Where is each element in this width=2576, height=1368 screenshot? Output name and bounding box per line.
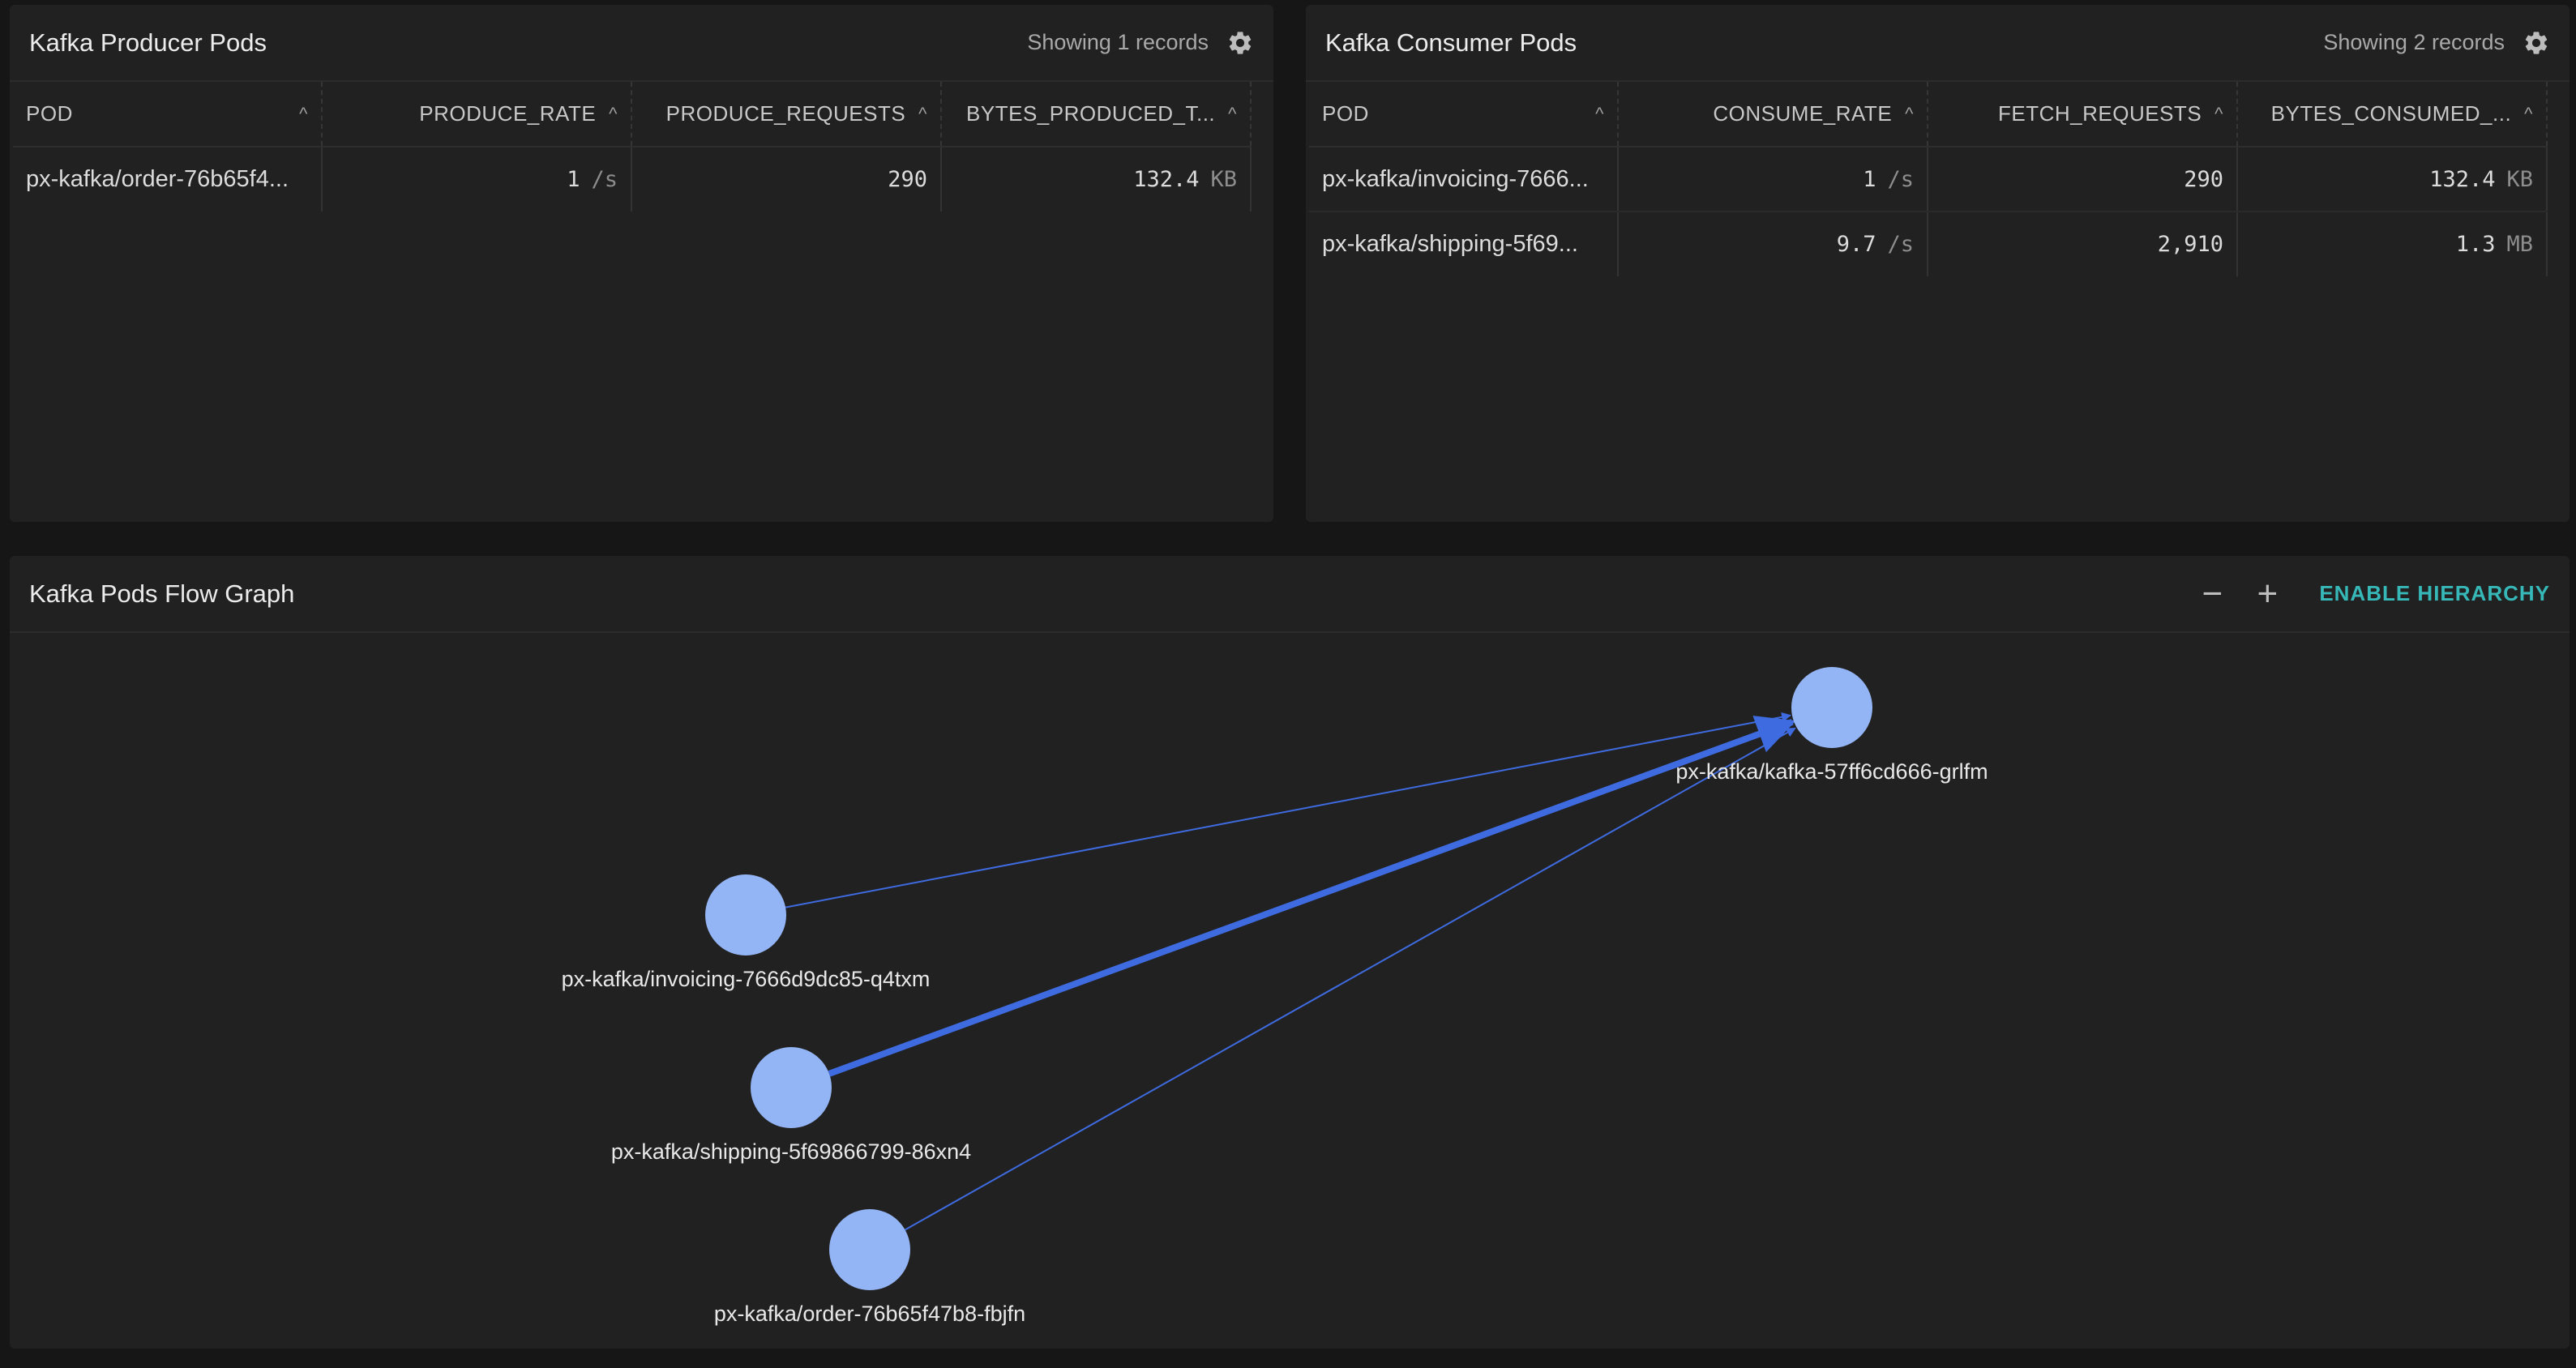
- column-header-bytes-produced[interactable]: BYTES_PRODUCED_T... ^: [941, 82, 1252, 147]
- node-circle[interactable]: [705, 874, 786, 955]
- producer-table: POD ^ PRODUCE_RATE ^ PRODUCE_REQUESTS ^ BYT…: [13, 82, 1252, 212]
- column-header-bytes-consumed[interactable]: BYTES_CONSUMED_... ^: [2237, 82, 2548, 147]
- sort-caret-icon[interactable]: ^: [1905, 103, 1914, 124]
- node-circle[interactable]: [829, 1209, 910, 1290]
- bytes-value: 132.4: [1133, 167, 1200, 192]
- sort-caret-icon[interactable]: ^: [2214, 103, 2223, 124]
- enable-hierarchy-button[interactable]: ENABLE HIERARCHY: [2319, 581, 2550, 605]
- node-label: px-kafka/order-76b65f47b8-fbjfn: [714, 1302, 1025, 1326]
- node-label: px-kafka/shipping-5f69866799-86xn4: [611, 1139, 971, 1164]
- records-count: Showing 2 records: [2323, 30, 2505, 54]
- column-header-consume-rate[interactable]: CONSUME_RATE ^: [1618, 82, 1928, 147]
- column-header-pod[interactable]: POD ^: [1309, 82, 1619, 147]
- rate-value: 9.7: [1836, 232, 1876, 257]
- zoom-in-button[interactable]: +: [2257, 573, 2279, 613]
- node-label: px-kafka/kafka-57ff6cd666-grlfm: [1675, 759, 1988, 784]
- requests-cell: 2,910: [1928, 212, 2238, 276]
- edge-order-to-kafka[interactable]: [905, 727, 1796, 1231]
- bytes-unit: KB: [2506, 166, 2533, 192]
- sort-caret-icon[interactable]: ^: [299, 103, 308, 124]
- consumer-pods-panel: Kafka Consumer Pods Showing 2 records PO…: [1306, 5, 2570, 522]
- bytes-value: 132.4: [2429, 166, 2496, 192]
- edge-shipping-to-kafka[interactable]: [828, 716, 1796, 1077]
- rate-value: 1: [567, 167, 580, 192]
- table-row[interactable]: px-kafka/order-76b65f4... 1/s 290 132.4 K…: [13, 147, 1252, 212]
- rate-cell: 1/s: [1618, 147, 1928, 212]
- column-label: PRODUCE_REQUESTS: [665, 101, 906, 126]
- column-label: BYTES_PRODUCED_T...: [966, 101, 1216, 126]
- gear-icon[interactable]: [2523, 29, 2550, 57]
- bytes-cell: 132.4 KB: [2237, 147, 2548, 212]
- sort-caret-icon[interactable]: ^: [609, 103, 618, 124]
- graph-node-order[interactable]: px-kafka/order-76b65f47b8-fbjfn: [714, 1209, 1025, 1326]
- bytes-cell: 1.3 MB: [2237, 212, 2548, 276]
- column-header-produce-requests[interactable]: PRODUCE_REQUESTS ^: [631, 82, 942, 147]
- column-label: PRODUCE_RATE: [419, 101, 597, 126]
- rate-cell: 9.7/s: [1618, 212, 1928, 276]
- flow-graph-panel: Kafka Pods Flow Graph − + ENABLE HIERARC…: [10, 556, 2570, 1349]
- graph-node-shipping[interactable]: px-kafka/shipping-5f69866799-86xn4: [611, 1047, 971, 1164]
- column-header-produce-rate[interactable]: PRODUCE_RATE ^: [322, 82, 632, 147]
- flow-graph-canvas[interactable]: px-kafka/kafka-57ff6cd666-grlfm px-kafka/…: [10, 635, 2570, 1349]
- producer-panel-header: Kafka Producer Pods Showing 1 records: [10, 5, 1273, 82]
- rate-unit: /s: [591, 167, 618, 192]
- sort-caret-icon[interactable]: ^: [1595, 103, 1604, 124]
- sort-caret-icon[interactable]: ^: [2524, 103, 2533, 124]
- rate-cell: 1/s: [322, 147, 632, 212]
- table-row[interactable]: px-kafka/invoicing-7666... 1/s 290 132.4…: [1309, 147, 2548, 212]
- pod-cell[interactable]: px-kafka/shipping-5f69...: [1309, 212, 1619, 276]
- graph-node-invoicing[interactable]: px-kafka/invoicing-7666d9dc85-q4txm: [562, 874, 931, 991]
- column-label: BYTES_CONSUMED_...: [2270, 101, 2512, 126]
- node-circle[interactable]: [1791, 667, 1872, 748]
- rate-unit: /s: [1887, 232, 1914, 257]
- node-circle[interactable]: [751, 1047, 832, 1128]
- panel-title: Kafka Consumer Pods: [1325, 28, 1577, 57]
- bytes-cell: 132.4 KB: [941, 147, 1252, 212]
- consumer-panel-header: Kafka Consumer Pods Showing 2 records: [1306, 5, 2570, 82]
- table-row[interactable]: px-kafka/shipping-5f69... 9.7/s 2,910 1.…: [1309, 212, 2548, 276]
- node-label: px-kafka/invoicing-7666d9dc85-q4txm: [562, 967, 931, 991]
- column-label: CONSUME_RATE: [1713, 101, 1893, 126]
- column-label: FETCH_REQUESTS: [1998, 101, 2202, 126]
- records-count: Showing 1 records: [1027, 30, 1209, 54]
- flow-graph-svg[interactable]: px-kafka/kafka-57ff6cd666-grlfm px-kafka/…: [10, 635, 2570, 1349]
- zoom-out-button[interactable]: −: [2202, 573, 2223, 613]
- column-label: POD: [26, 101, 73, 126]
- table-header-row: POD ^ CONSUME_RATE ^ FETCH_REQUESTS ^ BYTES…: [1309, 82, 2548, 147]
- bytes-unit: KB: [1210, 167, 1237, 192]
- sort-caret-icon[interactable]: ^: [1228, 103, 1237, 124]
- column-header-fetch-requests[interactable]: FETCH_REQUESTS ^: [1928, 82, 2238, 147]
- producer-pods-panel: Kafka Producer Pods Showing 1 records PO…: [10, 5, 1273, 522]
- rate-unit: /s: [1887, 166, 1914, 192]
- gear-icon[interactable]: [1226, 29, 1254, 57]
- table-header-row: POD ^ PRODUCE_RATE ^ PRODUCE_REQUESTS ^ BYT…: [13, 82, 1252, 147]
- graph-node-kafka[interactable]: px-kafka/kafka-57ff6cd666-grlfm: [1675, 667, 1988, 784]
- flow-panel-header: Kafka Pods Flow Graph − + ENABLE HIERARC…: [10, 556, 2570, 633]
- pod-cell[interactable]: px-kafka/invoicing-7666...: [1309, 147, 1619, 212]
- consumer-table: POD ^ CONSUME_RATE ^ FETCH_REQUESTS ^ BYTES…: [1309, 82, 2548, 276]
- rate-value: 1: [1863, 166, 1876, 192]
- bytes-unit: MB: [2506, 232, 2533, 257]
- panel-title: Kafka Pods Flow Graph: [29, 579, 295, 608]
- requests-cell: 290: [631, 147, 942, 212]
- pod-cell[interactable]: px-kafka/order-76b65f4...: [13, 147, 323, 212]
- requests-cell: 290: [1928, 147, 2238, 212]
- sort-caret-icon[interactable]: ^: [918, 103, 927, 124]
- bytes-value: 1.3: [2455, 232, 2496, 257]
- column-header-pod[interactable]: POD ^: [13, 82, 323, 147]
- panel-title: Kafka Producer Pods: [29, 28, 267, 57]
- column-label: POD: [1322, 101, 1369, 126]
- edge-invoicing-to-kafka[interactable]: [785, 712, 1792, 908]
